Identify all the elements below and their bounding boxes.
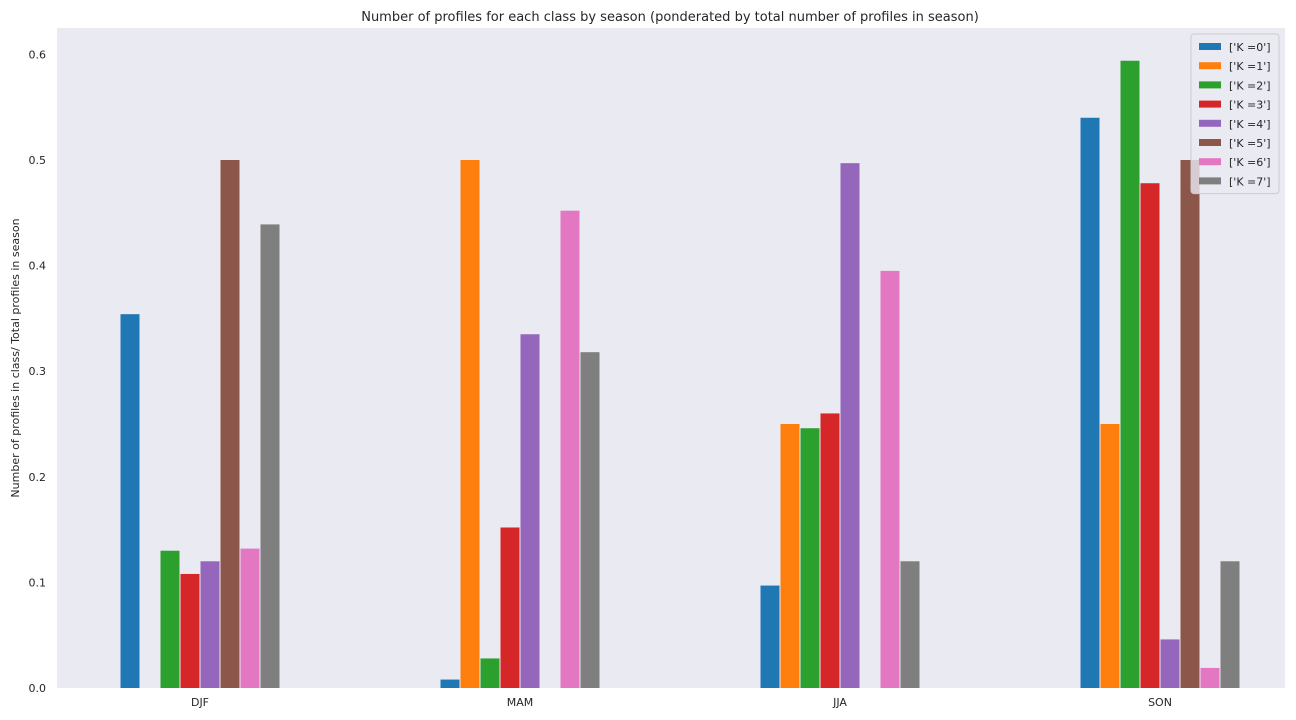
legend-label: ['K =2'] bbox=[1229, 79, 1271, 92]
bar-mam-k0 bbox=[440, 679, 460, 688]
bar-djf-k7 bbox=[260, 224, 280, 688]
y-axis: 0.0 0.1 0.2 0.3 0.4 0.5 0.6 bbox=[29, 48, 47, 695]
y-tick-label: 0.5 bbox=[29, 154, 47, 167]
bar-son-k3 bbox=[1140, 183, 1160, 688]
bar-mam-k3 bbox=[500, 527, 520, 688]
legend-swatch bbox=[1199, 158, 1221, 166]
bar-mam-k1 bbox=[460, 160, 480, 688]
x-tick-label: DJF bbox=[191, 696, 209, 709]
legend-swatch bbox=[1199, 43, 1221, 50]
y-tick-label: 0.3 bbox=[29, 365, 47, 378]
x-tick-label: SON bbox=[1148, 696, 1172, 709]
bar-son-k2 bbox=[1120, 60, 1140, 688]
legend-label: ['K =1'] bbox=[1229, 60, 1271, 73]
bar-jja-k0 bbox=[760, 585, 780, 688]
legend-swatch bbox=[1199, 139, 1221, 146]
bar-mam-k7 bbox=[580, 352, 600, 688]
legend-swatch bbox=[1199, 81, 1221, 89]
x-tick-label: MAM bbox=[507, 696, 534, 709]
y-tick-label: 0.2 bbox=[29, 471, 47, 484]
bar-jja-k4 bbox=[840, 163, 860, 689]
bar-jja-k3 bbox=[820, 413, 840, 688]
bar-djf-k3 bbox=[180, 573, 200, 688]
bar-mam-k4 bbox=[520, 334, 540, 688]
legend-label: ['K =0'] bbox=[1229, 41, 1271, 54]
y-tick-label: 0.0 bbox=[29, 682, 47, 695]
bar-djf-k4 bbox=[200, 561, 220, 688]
legend-label: ['K =6'] bbox=[1229, 156, 1271, 169]
legend-swatch bbox=[1199, 177, 1221, 185]
bar-djf-k2 bbox=[160, 550, 180, 688]
legend-swatch bbox=[1199, 100, 1221, 108]
y-tick-label: 0.1 bbox=[29, 576, 47, 589]
bar-son-k5 bbox=[1180, 160, 1200, 688]
bar-jja-k1 bbox=[780, 424, 800, 688]
bar-son-k6 bbox=[1200, 667, 1220, 688]
y-tick-label: 0.4 bbox=[29, 260, 47, 273]
bar-mam-k2 bbox=[480, 658, 500, 688]
legend-label: ['K =5'] bbox=[1229, 137, 1271, 150]
bar-djf-k5 bbox=[220, 160, 240, 688]
legend-swatch bbox=[1199, 62, 1221, 70]
chart-title: Number of profiles for each class by sea… bbox=[361, 10, 979, 25]
bars-layer bbox=[120, 60, 1240, 689]
bar-son-k1 bbox=[1100, 424, 1120, 688]
x-axis: DJF MAM JJA SON bbox=[191, 696, 1172, 709]
bar-jja-k6 bbox=[880, 270, 900, 688]
legend: ['K =0'] ['K =1'] ['K =2'] ['K =3'] ['K =4']… bbox=[1190, 33, 1280, 195]
legend-swatch bbox=[1199, 119, 1221, 127]
bar-djf-k0 bbox=[120, 314, 140, 688]
bar-mam-k6 bbox=[560, 210, 580, 689]
bar-jja-k2 bbox=[800, 428, 820, 688]
bar-jja-k7 bbox=[900, 561, 920, 688]
legend-label: ['K =3'] bbox=[1229, 99, 1271, 112]
legend-label: ['K =7'] bbox=[1229, 175, 1271, 188]
bar-son-k0 bbox=[1080, 117, 1100, 688]
legend-label: ['K =4'] bbox=[1229, 118, 1271, 131]
bar-son-k7 bbox=[1220, 561, 1240, 688]
y-tick-label: 0.6 bbox=[29, 48, 47, 61]
bar-djf-k6 bbox=[240, 548, 260, 688]
legend-frame bbox=[1190, 33, 1280, 195]
x-tick-label: JJA bbox=[832, 696, 847, 709]
bar-son-k4 bbox=[1160, 639, 1180, 688]
y-axis-label: Number of profiles in class/ Total profi… bbox=[9, 218, 22, 497]
